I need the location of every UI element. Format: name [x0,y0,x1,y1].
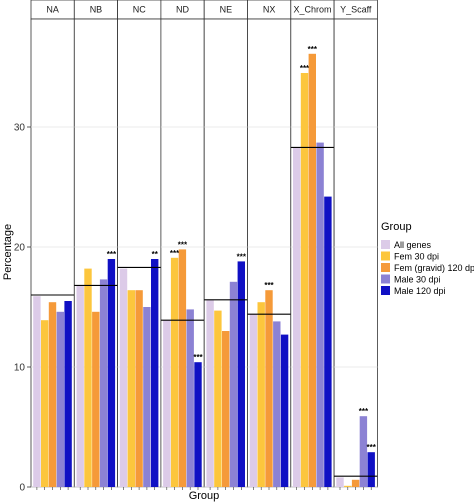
bar-NE-1 [214,310,222,487]
legend-label-0: All genes [394,240,432,250]
legend-label-4: Male 120 dpi [394,286,446,296]
bar-NA-3 [56,311,64,487]
facet-panel-NX: NX *** [247,0,292,490]
y-axis-title: Percentage [2,224,14,280]
bar-Y_Scaff-0 [336,477,344,487]
significance-label: *** [300,64,310,73]
bar-NB-4 [107,259,116,487]
legend-label-1: Fem 30 dpi [394,252,439,262]
bar-NE-4 [237,261,245,487]
facet-strip-label: Y_Scaff [340,5,372,15]
bar-NB-0 [76,285,84,487]
x-axis-title: Group [189,490,220,502]
legend-swatch-4 [381,286,390,295]
significance-label: *** [308,45,318,54]
y-axis: 0 10 20 30 [14,123,31,494]
legend-swatch-3 [381,274,390,284]
facet-strip-label: NX [263,5,276,15]
significance-label: *** [359,407,369,416]
bar-Y_Scaff-1 [344,485,352,487]
bar-NC-0 [119,268,128,487]
bar-X_Chrom-0 [293,147,301,487]
y-tick-label-1: 10 [14,363,26,374]
legend-swatch-0 [381,240,390,249]
bar-NX-1 [257,302,265,487]
bar-NC-3 [143,307,151,487]
significance-label: *** [367,443,377,452]
bar-ND-1 [170,257,179,487]
facet-panel-NA: NA [30,0,75,490]
bar-NA-2 [48,302,57,487]
bar-NB-3 [99,279,108,487]
facet-strip-label: NA [46,5,59,15]
bar-NC-2 [135,290,143,487]
bar-NX-0 [249,314,258,487]
significance-label: ** [152,250,159,259]
bar-NX-4 [280,334,289,487]
bar-ND-0 [163,320,171,487]
facet-panel-Y_Scaff: Y_Scaff *** *** [333,0,378,490]
bar-X_Chrom-2 [308,53,316,488]
bar-Y_Scaff-2 [351,479,360,487]
plot-area: NA NB***NC**ND*********NE***NX***X_Chrom*… [30,0,378,490]
bar-NA-1 [41,320,49,487]
facet-strip-label: X_Chrom [293,5,331,15]
bar-NC-1 [127,290,135,487]
significance-label: *** [178,240,188,249]
bar-NC-4 [151,259,159,487]
facet-panel-NC: NC ** [117,0,162,490]
bar-X_Chrom-3 [316,142,324,487]
legend-label-3: Male 30 dpi [394,275,441,285]
bar-Y_Scaff-3 [359,416,368,487]
bar-NE-3 [229,281,238,487]
bar-X_Chrom-4 [324,196,332,487]
legend-label-2: Fem (gravid) 120 dpi [394,263,474,273]
legend-swatch-1 [381,251,390,261]
bar-X_Chrom-1 [300,73,309,487]
significance-label: *** [107,250,117,259]
bar-ND-2 [178,249,187,487]
facet-panel-ND: ND********* [160,0,205,490]
bar-ND-3 [186,309,194,487]
facet-panel-NB: NB *** [73,0,119,490]
facet-strip-label: ND [176,5,189,15]
significance-label: *** [237,252,247,261]
bar-ND-4 [194,362,202,487]
significance-label: *** [170,249,180,258]
significance-label: *** [264,281,274,290]
y-tick-label-0: 0 [19,483,25,494]
facet-panel-frame [333,18,378,488]
bar-NE-0 [206,299,214,487]
bar-NB-1 [84,268,92,487]
y-tick-label-3: 30 [14,123,26,134]
bar-NB-2 [92,311,100,487]
bar-Y_Scaff-4 [367,452,375,487]
facet-panel-X_Chrom: X_Chrom *** *** [290,0,335,490]
facet-strip-label: NB [90,5,103,15]
bar-NA-4 [64,301,72,487]
legend-title: Group [381,221,412,233]
facet-strip-label: NC [133,5,146,15]
bar-NA-0 [33,296,41,487]
bar-NX-3 [273,321,281,487]
bar-NE-2 [222,331,230,487]
significance-label: *** [193,353,203,362]
bar-NX-2 [265,290,273,487]
facet-panel-NE: NE *** [203,0,248,490]
facet-strip-label: NE [220,5,233,15]
legend-swatch-2 [381,263,390,272]
y-tick-label-2: 20 [14,243,26,254]
